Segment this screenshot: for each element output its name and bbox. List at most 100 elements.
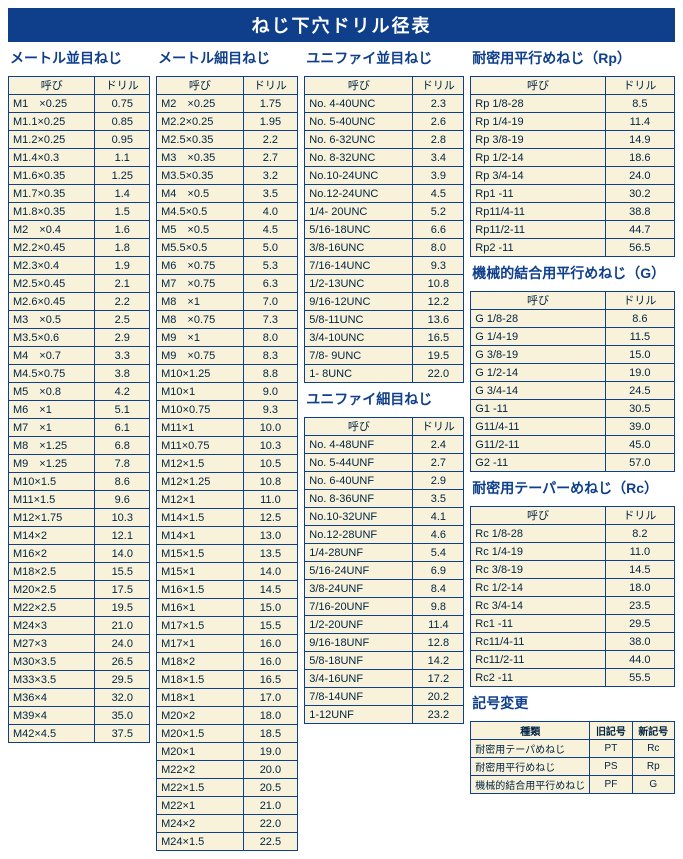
table-row: M22×121.0 — [157, 797, 298, 815]
cell-drill: 57.0 — [605, 454, 674, 472]
table-row: 3/4-16UNF17.2 — [305, 670, 464, 688]
cell-call: M8 ×0.75 — [157, 311, 243, 329]
cell-call: No.10-24UNC — [305, 167, 413, 185]
cell-call: M1.8×0.35 — [9, 203, 95, 221]
cell-call: M39×4 — [9, 707, 95, 725]
cell-drill: 35.0 — [95, 707, 150, 725]
table-rc: 呼び ドリル Rc 1/8-288.2Rc 1/4-1911.0Rc 3/8-1… — [470, 506, 675, 687]
cell-drill: 20.2 — [413, 688, 464, 706]
cell-drill: 1.25 — [95, 167, 150, 185]
cell-drill: 5.3 — [243, 257, 298, 275]
cell-call: Rc 1/8-28 — [471, 525, 605, 543]
cell-call: M3 ×0.35 — [157, 149, 243, 167]
cell-call: 7/16-20UNF — [305, 598, 413, 616]
cell-call: 3/8-24UNF — [305, 580, 413, 598]
table-row: Rc11/4-1138.0 — [471, 633, 675, 651]
table-row: M22×220.0 — [157, 761, 298, 779]
cell-drill: 3.2 — [243, 167, 298, 185]
table-row: No. 5-44UNF2.7 — [305, 454, 464, 472]
cell-drill: 19.5 — [413, 347, 464, 365]
table-row: Rc 1/4-1911.0 — [471, 543, 675, 561]
cell-drill: 1.8 — [95, 239, 150, 257]
table-row: M8 ×0.757.3 — [157, 311, 298, 329]
cell-call: M15×1 — [157, 563, 243, 581]
cell-call: M12×1.75 — [9, 509, 95, 527]
table-row: 1/4-28UNF5.4 — [305, 544, 464, 562]
table-row: M18×216.0 — [157, 653, 298, 671]
cell-drill: 44.7 — [605, 221, 674, 239]
table-row: Rp 1/2-1418.6 — [471, 149, 675, 167]
cell-drill: 13.6 — [413, 311, 464, 329]
cell-call: No. 6-32UNC — [305, 131, 413, 149]
table-row: M30×3.526.5 — [9, 653, 150, 671]
cell-call: 1- 8UNC — [305, 365, 413, 383]
cell-call: M10×1 — [157, 383, 243, 401]
th-drill: ドリル — [605, 77, 674, 95]
table-row: 1- 8UNC22.0 — [305, 365, 464, 383]
cell-drill: 2.2 — [95, 293, 150, 311]
table-row: M4 ×0.73.3 — [9, 347, 150, 365]
cell-drill: 4.0 — [243, 203, 298, 221]
cell-call: Rc 1/4-19 — [471, 543, 605, 561]
table-row: M5.5×0.55.0 — [157, 239, 298, 257]
cell-call: M22×1.5 — [157, 779, 243, 797]
table-row: M22×1.520.5 — [157, 779, 298, 797]
th-drill: ドリル — [413, 418, 464, 436]
cell-call: M11×1.5 — [9, 491, 95, 509]
cell-drill: 30.2 — [605, 185, 674, 203]
heading-unc: ユニファイ並目ねじ — [306, 48, 464, 68]
table-row: M20×119.0 — [157, 743, 298, 761]
th-drill: ドリル — [413, 77, 464, 95]
columns-wrap: メートル並目ねじ 呼び ドリル M1 ×0.250.75M1.1×0.250.8… — [8, 48, 675, 851]
table-row: 7/16-20UNF9.8 — [305, 598, 464, 616]
cell-drill: 20.0 — [243, 761, 298, 779]
cell-call: M9 ×1.25 — [9, 455, 95, 473]
table-row: M4 ×0.53.5 — [157, 185, 298, 203]
cell-call: M20×2 — [157, 707, 243, 725]
cell-drill: 10.3 — [95, 509, 150, 527]
col-metric-coarse: メートル並目ねじ 呼び ドリル M1 ×0.250.75M1.1×0.250.8… — [8, 48, 150, 743]
cell-call: M1.6×0.35 — [9, 167, 95, 185]
table-row: Rc 1/8-288.2 — [471, 525, 675, 543]
table-row: 7/8- 9UNC19.5 — [305, 347, 464, 365]
cell-call: G1 -11 — [471, 400, 605, 418]
cell-drill: 8.0 — [243, 329, 298, 347]
cell-call: Rp11/2-11 — [471, 221, 605, 239]
cell-call: M1.2×0.25 — [9, 131, 95, 149]
table-row: M5 ×0.54.5 — [157, 221, 298, 239]
cell-call: M33×3.5 — [9, 671, 95, 689]
table-row: No. 8-36UNF3.5 — [305, 490, 464, 508]
table-row: Rp11/2-1144.7 — [471, 221, 675, 239]
cell-call: M1.1×0.25 — [9, 113, 95, 131]
cell-drill: 6.8 — [95, 437, 150, 455]
cell-drill: 1.6 — [95, 221, 150, 239]
cell-drill: 10.0 — [243, 419, 298, 437]
cell-call: 3/8-16UNC — [305, 239, 413, 257]
table-row: M14×212.1 — [9, 527, 150, 545]
cell-drill: 14.5 — [605, 561, 674, 579]
table-row: G 3/4-1424.5 — [471, 382, 675, 400]
cell-call: M14×1 — [157, 527, 243, 545]
cell-call: G11/2-11 — [471, 436, 605, 454]
table-row: M2 ×0.41.6 — [9, 221, 150, 239]
cell-drill: 29.5 — [605, 615, 674, 633]
table-row: 耐密用平行めねじPSRp — [471, 758, 675, 776]
table-row: G 1/8-288.6 — [471, 310, 675, 328]
table-row: M24×222.0 — [157, 815, 298, 833]
cell-old: PF — [590, 776, 632, 794]
table-row: M4.5×0.54.0 — [157, 203, 298, 221]
heading-metric-coarse: メートル並目ねじ — [10, 48, 150, 68]
cell-call: 9/16-12UNC — [305, 293, 413, 311]
cell-drill: 22.0 — [413, 365, 464, 383]
cell-drill: 9.3 — [243, 401, 298, 419]
table-row: M16×1.514.5 — [157, 581, 298, 599]
cell-drill: 12.1 — [95, 527, 150, 545]
cell-call: M2 ×0.4 — [9, 221, 95, 239]
table-row: M1.1×0.250.85 — [9, 113, 150, 131]
cell-drill: 5.4 — [413, 544, 464, 562]
cell-drill: 10.5 — [243, 455, 298, 473]
table-row: M14×1.512.5 — [157, 509, 298, 527]
cell-call: M11×1 — [157, 419, 243, 437]
cell-drill: 15.5 — [243, 617, 298, 635]
cell-call: M2.5×0.35 — [157, 131, 243, 149]
